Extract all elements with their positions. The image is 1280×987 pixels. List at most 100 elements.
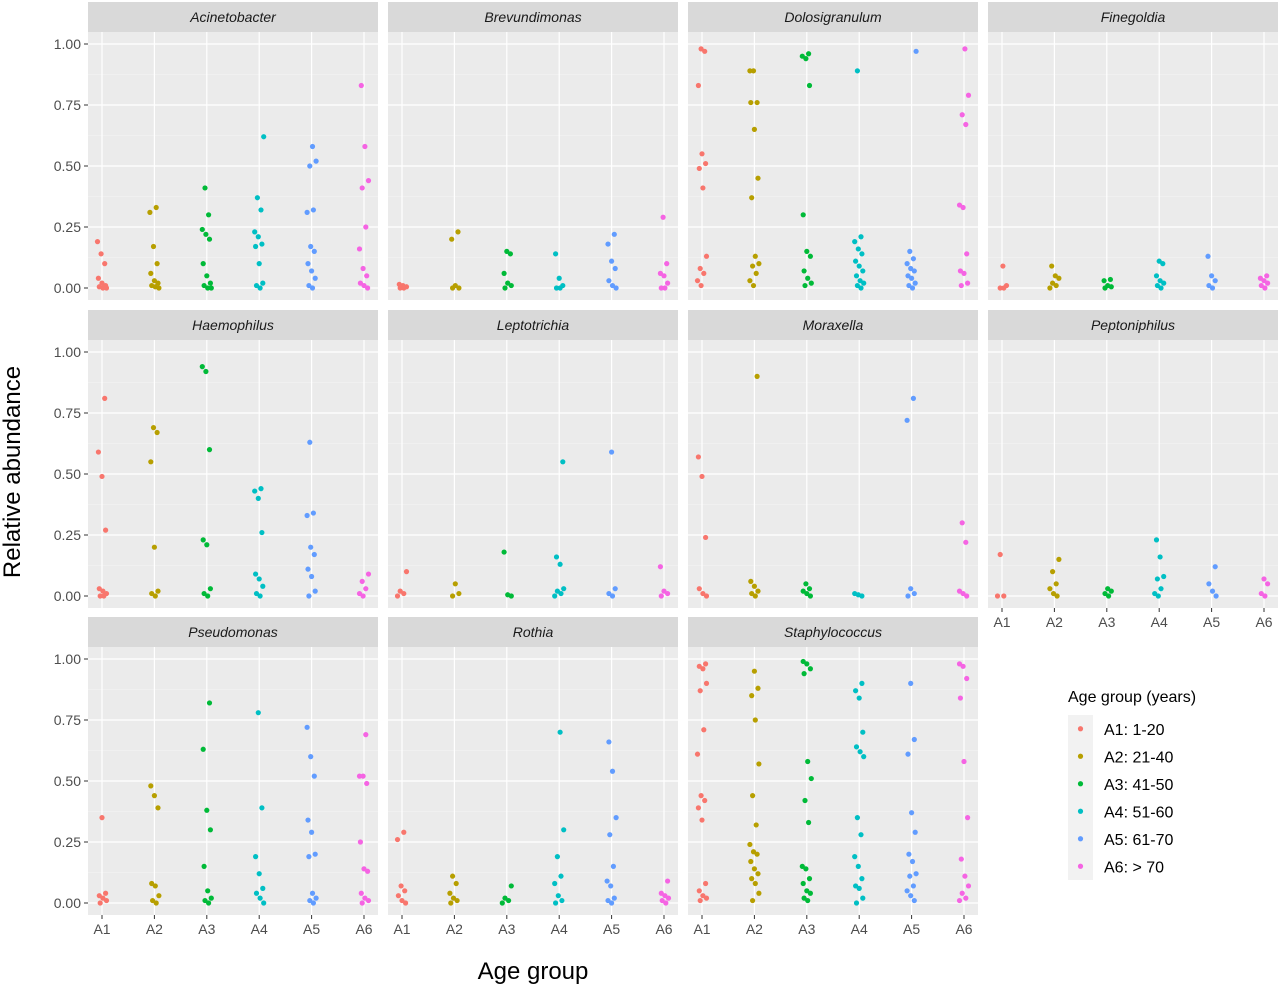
point-acinetobacter-a5: [310, 207, 316, 213]
point-brevundimonas-a5: [611, 231, 617, 237]
point-moraxella-a6: [959, 520, 965, 526]
point-pseudomonas-a5: [309, 890, 316, 896]
point-staphylococcus-a4: [857, 749, 863, 755]
point-staphylococcus-a1: [703, 895, 710, 901]
point-rothia-a1: [402, 888, 408, 894]
point-dolosigranulum-a2: [750, 263, 756, 269]
x-tick-label: A1: [393, 921, 410, 937]
point-acinetobacter-a2: [154, 261, 160, 267]
point-staphylococcus-a4: [853, 900, 860, 906]
point-staphylococcus-a1: [701, 727, 707, 733]
point-acinetobacter-a5: [309, 285, 316, 291]
point-pseudomonas-a2: [148, 783, 154, 789]
panel-dolosigranulum: Dolosigranulum: [688, 2, 978, 300]
point-haemophilus-a5: [306, 593, 312, 599]
point-staphylococcus-a3: [802, 797, 808, 804]
point-brevundimonas-a5: [609, 258, 615, 264]
point-pseudomonas-a6: [365, 897, 372, 904]
point-dolosigranulum-a5: [912, 280, 918, 286]
point-peptoniphilus-a2: [1047, 586, 1053, 592]
point-acinetobacter-a6: [358, 82, 364, 89]
point-pseudomonas-a6: [364, 780, 370, 787]
point-brevundimonas-a3: [507, 251, 513, 257]
point-dolosigranulum-a2: [756, 261, 762, 267]
point-acinetobacter-a2: [148, 270, 154, 276]
point-staphylococcus-a4: [858, 832, 864, 838]
point-haemophilus-a5: [305, 566, 311, 572]
point-acinetobacter-a4: [253, 243, 259, 250]
point-haemophilus-a3: [207, 586, 213, 592]
point-dolosigranulum-a1: [698, 282, 704, 289]
point-haemophilus-a3: [206, 447, 213, 453]
point-moraxella-a1: [703, 593, 710, 599]
y-tick-label: 0.75: [54, 405, 81, 421]
strip-background: [988, 2, 1278, 32]
point-dolosigranulum-a1: [699, 151, 705, 157]
point-finegoldia-a5: [1212, 278, 1218, 284]
strip-label: Dolosigranulum: [784, 9, 882, 25]
point-acinetobacter-a6: [364, 273, 370, 279]
point-staphylococcus-a2: [751, 668, 758, 674]
point-dolosigranulum-a6: [963, 121, 969, 128]
strip-background: [688, 2, 978, 32]
point-dolosigranulum-a2: [753, 270, 759, 276]
point-rothia-a3: [499, 900, 505, 906]
point-moraxella-a5: [908, 586, 914, 592]
point-staphylococcus-a2: [748, 858, 754, 865]
point-pseudomonas-a4: [256, 871, 262, 877]
point-brevundimonas-a4: [553, 285, 560, 291]
point-staphylococcus-a4: [854, 815, 861, 821]
point-staphylococcus-a2: [753, 822, 759, 828]
point-moraxella-a2: [752, 593, 758, 599]
point-dolosigranulum-a4: [859, 251, 865, 257]
point-pseudomonas-a2: [151, 793, 157, 799]
point-staphylococcus-a1: [694, 751, 701, 757]
point-dolosigranulum-a5: [913, 48, 919, 54]
point-dolosigranulum-a3: [806, 51, 812, 57]
point-acinetobacter-a5: [313, 158, 319, 164]
point-dolosigranulum-a2: [750, 68, 757, 74]
x-tick-label: A5: [903, 921, 920, 937]
point-finegoldia-a3: [1107, 276, 1113, 283]
point-pseudomonas-a3: [207, 827, 213, 833]
point-dolosigranulum-a3: [806, 82, 813, 89]
point-dolosigranulum-a3: [804, 248, 810, 254]
point-acinetobacter-a6: [359, 185, 365, 191]
point-staphylococcus-a4: [859, 680, 865, 687]
point-moraxella-a5: [910, 395, 917, 401]
point-staphylococcus-a3: [805, 897, 811, 904]
strip-label: Acinetobacter: [189, 9, 277, 25]
point-dolosigranulum-a4: [854, 68, 861, 74]
strip-label: Leptotrichia: [497, 317, 570, 333]
x-tick-label: A2: [146, 921, 163, 937]
point-leptotrichia-a4: [557, 561, 563, 567]
point-peptoniphilus-a4: [1158, 586, 1164, 592]
point-dolosigranulum-a6: [960, 204, 966, 211]
point-dolosigranulum-a1: [703, 160, 709, 167]
strip-background: [388, 2, 678, 32]
point-haemophilus-a3: [204, 542, 210, 548]
point-staphylococcus-a6: [959, 890, 965, 896]
point-brevundimonas-a5: [606, 278, 612, 284]
point-finegoldia-a5: [1209, 273, 1215, 279]
point-haemophilus-a1: [99, 473, 105, 480]
point-pseudomonas-a2: [152, 883, 158, 889]
point-pseudomonas-a1: [103, 897, 110, 904]
point-acinetobacter-a4: [254, 195, 260, 201]
point-dolosigranulum-a3: [802, 282, 808, 289]
point-acinetobacter-a1: [95, 275, 101, 281]
point-brevundimonas-a5: [605, 241, 611, 247]
point-acinetobacter-a5: [305, 261, 311, 267]
point-finegoldia-a2: [1053, 282, 1059, 289]
point-haemophilus-a5: [311, 551, 317, 558]
point-peptoniphilus-a1: [1001, 593, 1007, 599]
point-dolosigranulum-a5: [911, 268, 917, 274]
point-staphylococcus-a4: [861, 754, 867, 760]
legend-title: Age group (years): [1068, 689, 1196, 706]
point-rothia-a5: [609, 768, 616, 774]
point-haemophilus-a4: [255, 495, 261, 501]
panel-brevundimonas: Brevundimonas: [388, 2, 678, 300]
point-pseudomonas-a2: [155, 805, 161, 811]
point-peptoniphilus-a4: [1154, 576, 1160, 582]
